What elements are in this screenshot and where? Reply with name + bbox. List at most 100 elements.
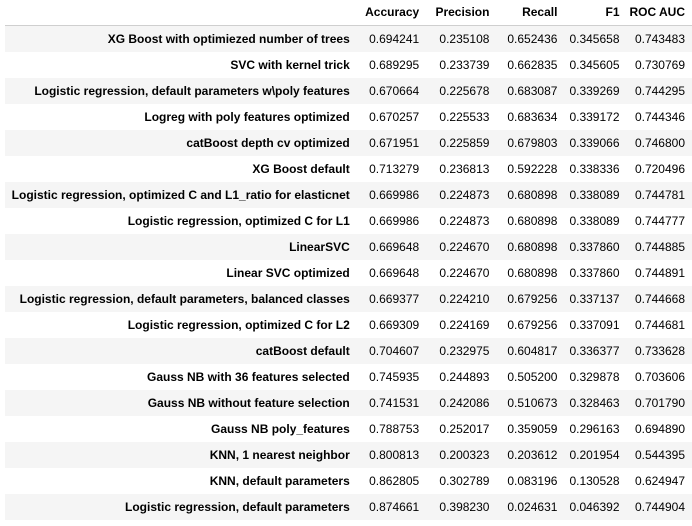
table-cell: 0.345658 <box>569 32 620 46</box>
table-cell: 0.236813 <box>439 162 490 176</box>
table-cell: 0.679256 <box>507 292 558 306</box>
table-cell: 0.744777 <box>634 214 685 228</box>
row-label: KNN, 1 nearest neighbor <box>209 448 350 462</box>
row-label: Logistic regression, optimized C and L1_… <box>11 188 350 202</box>
table-cell: 0.730769 <box>634 58 685 72</box>
row-label: Gauss NB without feature selection <box>147 396 350 410</box>
table-cell: 0.337137 <box>569 292 620 306</box>
table-cell: 0.339172 <box>569 110 620 124</box>
table-cell: 0.224670 <box>439 240 490 254</box>
table-cell: 0.680898 <box>507 214 558 228</box>
row-label: Gauss NB with 36 features selected <box>147 370 350 384</box>
row-label: catBoost default <box>255 344 350 358</box>
table-row: Logreg with poly features optimized 0.670… <box>5 104 692 130</box>
results-table-container: Accuracy Precision Recall F1 ROC AUC XG … <box>5 0 692 520</box>
table-cell: 0.224670 <box>439 266 490 280</box>
table-cell: 0.669986 <box>369 188 420 202</box>
table-cell: 0.744781 <box>634 188 685 202</box>
table-row: KNN, 1 nearest neighbor 0.800813 0.200323 0… <box>5 442 692 468</box>
table-cell: 0.669377 <box>369 292 420 306</box>
table-cell: 0.359059 <box>507 422 558 436</box>
row-label: Logistic regression, optimized C for L1 <box>127 214 350 228</box>
table-cell: 0.733628 <box>634 344 685 358</box>
table-cell: 0.252017 <box>439 422 490 436</box>
table-cell: 0.671951 <box>369 136 420 150</box>
table-cell: 0.745935 <box>369 370 420 384</box>
table-cell: 0.669648 <box>369 240 420 254</box>
model-results-table: Accuracy Precision Recall F1 ROC AUC XG … <box>5 0 692 520</box>
row-label: XG Boost default <box>252 162 350 176</box>
table-cell: 0.704607 <box>369 344 420 358</box>
table-cell: 0.744295 <box>634 84 685 98</box>
table-cell: 0.669309 <box>369 318 420 332</box>
table-cell: 0.329878 <box>569 370 620 384</box>
table-cell: 0.713279 <box>369 162 420 176</box>
row-label: XG Boost with optimiezed number of trees <box>107 32 350 46</box>
table-cell: 0.744885 <box>634 240 685 254</box>
table-cell: 0.083196 <box>507 474 558 488</box>
table-cell: 0.800813 <box>369 448 420 462</box>
index-header <box>5 0 357 26</box>
table-row: XG Boost with optimiezed number of trees… <box>5 25 692 52</box>
table-cell: 0.337860 <box>569 240 620 254</box>
table-cell: 0.874661 <box>369 500 420 514</box>
table-cell: 0.225859 <box>439 136 490 150</box>
table-cell: 0.652436 <box>507 32 558 46</box>
row-label: SVC with kernel trick <box>230 58 350 72</box>
table-cell: 0.200323 <box>439 448 490 462</box>
table-cell: 0.862805 <box>369 474 420 488</box>
table-cell: 0.244893 <box>439 370 490 384</box>
table-cell: 0.680898 <box>507 266 558 280</box>
table-cell: 0.592228 <box>507 162 558 176</box>
table-cell: 0.744904 <box>634 500 685 514</box>
table-cell: 0.345605 <box>569 58 620 72</box>
table-cell: 0.339066 <box>569 136 620 150</box>
table-cell: 0.689295 <box>369 58 420 72</box>
table-cell: 0.232975 <box>439 344 490 358</box>
table-cell: 0.670664 <box>369 84 420 98</box>
table-cell: 0.225533 <box>439 110 490 124</box>
row-label: Logistic regression, default parameters,… <box>19 292 350 306</box>
column-header-f1: F1 <box>564 0 627 26</box>
row-label: Linear SVC optimized <box>226 266 350 280</box>
table-row: Logistic regression, default parameters 0… <box>5 494 692 520</box>
table-row: catBoost depth cv optimized 0.671951 0.225… <box>5 130 692 156</box>
table-cell: 0.679803 <box>507 136 558 150</box>
row-label: Logreg with poly features optimized <box>144 110 350 124</box>
table-cell: 0.604817 <box>507 344 558 358</box>
table-row: SVC with kernel trick 0.689295 0.233739 0.6… <box>5 52 692 78</box>
table-row: KNN, default parameters 0.862805 0.302789 0… <box>5 468 692 494</box>
table-cell: 0.302789 <box>439 474 490 488</box>
row-label: Logistic regression, optimized C for L2 <box>127 318 350 332</box>
table-row: Gauss NB with 36 features selected 0.7459… <box>5 364 692 390</box>
table-cell: 0.624947 <box>634 474 685 488</box>
table-cell: 0.788753 <box>369 422 420 436</box>
table-row: Logistic regression, optimized C for L1 0… <box>5 208 692 234</box>
table-cell: 0.224873 <box>439 188 490 202</box>
table-row: Logistic regression, default parameters … <box>5 78 692 104</box>
table-row: Logistic regression, optimized C and L1_… <box>5 182 692 208</box>
table-cell: 0.703606 <box>634 370 685 384</box>
row-label: Gauss NB poly_features <box>211 422 350 436</box>
table-cell: 0.680898 <box>507 240 558 254</box>
table-row: Linear SVC optimized 0.669648 0.224670 0.68… <box>5 260 692 286</box>
table-cell: 0.544395 <box>634 448 685 462</box>
row-label: Logistic regression, default parameters <box>125 500 350 514</box>
table-cell: 0.510673 <box>507 396 558 410</box>
row-label: LinearSVC <box>289 240 350 254</box>
table-cell: 0.670257 <box>369 110 420 124</box>
column-header-precision: Precision <box>426 0 497 26</box>
table-cell: 0.296163 <box>569 422 620 436</box>
table-cell: 0.338336 <box>569 162 620 176</box>
table-cell: 0.328463 <box>569 396 620 410</box>
table-cell: 0.224169 <box>439 318 490 332</box>
table-row: catBoost default 0.704607 0.232975 0.604817… <box>5 338 692 364</box>
table-row: Gauss NB without feature selection 0.7415… <box>5 390 692 416</box>
row-label: KNN, default parameters <box>209 474 350 488</box>
table-cell: 0.683634 <box>507 110 558 124</box>
table-cell: 0.694241 <box>369 32 420 46</box>
table-cell: 0.225678 <box>439 84 490 98</box>
table-cell: 0.338089 <box>569 188 620 202</box>
table-cell: 0.743483 <box>634 32 685 46</box>
table-cell: 0.744681 <box>634 318 685 332</box>
